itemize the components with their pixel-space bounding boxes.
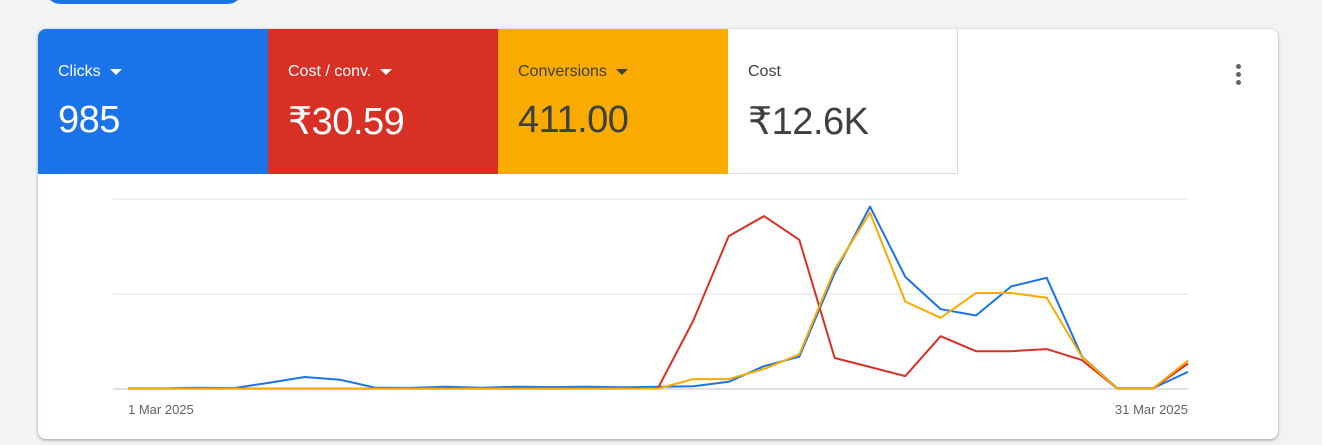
x-tick-label: 31 Mar 2025 [1115,402,1188,417]
metric-label-clicks: Clicks [58,63,101,80]
metric-value-cost-per-conversion: ₹30.59 [288,101,405,143]
dropdown-caret-icon[interactable] [615,69,628,75]
metric-value-conversions: 411.00 [518,99,629,141]
dropdown-caret-icon[interactable] [380,69,393,75]
metric-tile-clicks[interactable]: Clicks 985 [38,29,268,174]
metric-value-cost: ₹12.6K [748,101,869,143]
metric-label-row[interactable]: Clicks [58,61,268,83]
metric-label-row[interactable]: Cost / conv. [288,61,498,83]
more-vert-icon[interactable] [1228,62,1248,86]
x-tick-label: 1 Mar 2025 [128,402,194,417]
performance-line-chart: 1 Mar 2025 31 Mar 2025 [113,198,1189,417]
metric-tile-cost[interactable]: Cost ₹12.6K [728,29,958,174]
dropdown-caret-icon[interactable] [109,69,122,75]
metric-label-row: Cost [748,61,957,83]
performance-card: Clicks 985 Cost / conv. ₹30.59 Conversio… [38,29,1278,439]
metric-label-cost: Cost [748,63,781,80]
metric-label-row[interactable]: Conversions [518,61,728,83]
series-line-0 [128,205,1189,390]
metric-label-conversions: Conversions [518,63,607,80]
metric-tile-conversions[interactable]: Conversions 411.00 [498,29,728,174]
metric-tile-cost-per-conversion[interactable]: Cost / conv. ₹30.59 [268,29,498,174]
series-line-2 [128,211,1189,390]
series-line-1 [128,215,1189,390]
top-action-button[interactable] [46,0,242,4]
metric-label-cost-per-conversion: Cost / conv. [288,63,372,80]
metric-value-clicks: 985 [58,99,120,141]
